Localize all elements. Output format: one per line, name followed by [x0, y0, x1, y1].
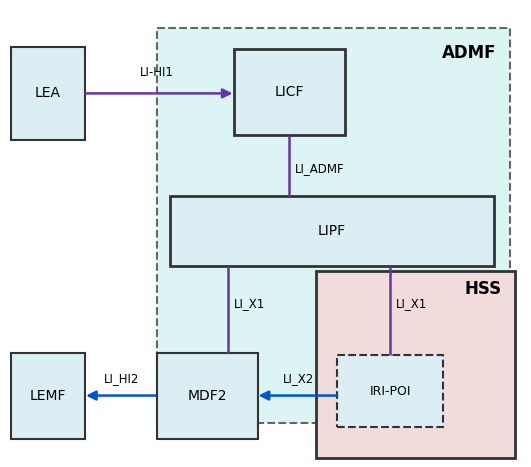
Bar [157, 28, 510, 423]
Text: LEMF: LEMF [30, 389, 66, 403]
Text: LICF: LICF [275, 85, 304, 99]
Text: LI_X1: LI_X1 [234, 297, 265, 310]
Bar [170, 196, 494, 266]
Text: LI_X1: LI_X1 [396, 297, 427, 310]
Text: HSS: HSS [465, 280, 502, 298]
Bar [11, 353, 85, 439]
Text: LI_ADMF: LI_ADMF [295, 162, 344, 175]
Text: ADMF: ADMF [442, 44, 496, 63]
Text: IRI-POI: IRI-POI [370, 385, 411, 397]
Bar [337, 355, 443, 427]
Bar [234, 49, 345, 135]
Text: MDF2: MDF2 [187, 389, 227, 403]
Bar [157, 353, 258, 439]
Text: LI_X2: LI_X2 [284, 372, 314, 385]
Bar [316, 271, 515, 458]
Text: LI-HI1: LI-HI1 [140, 66, 174, 79]
Text: LI_HI2: LI_HI2 [104, 372, 139, 385]
Text: LEA: LEA [35, 86, 61, 100]
Text: LIPF: LIPF [318, 224, 346, 238]
Bar [11, 47, 85, 140]
